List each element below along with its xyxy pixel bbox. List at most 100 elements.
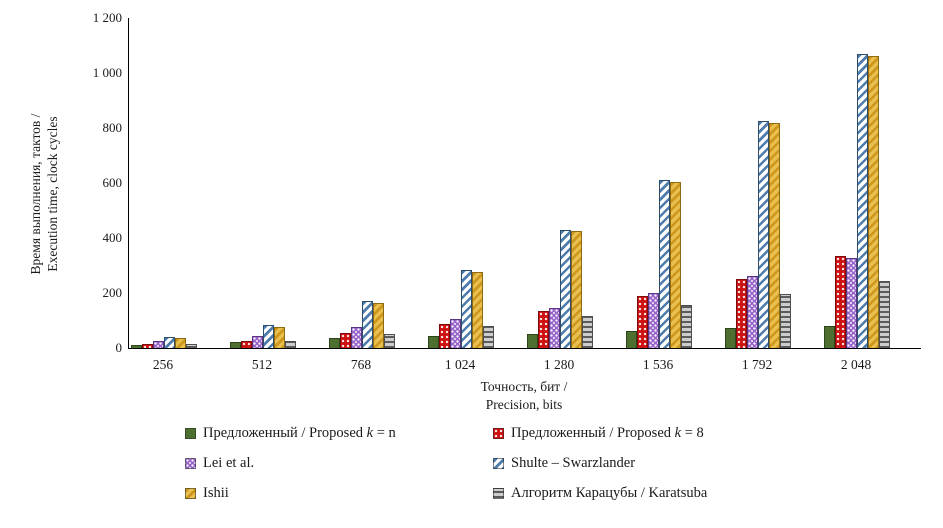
bar-proposed-k-8 bbox=[142, 344, 153, 348]
bar-ishii bbox=[175, 338, 186, 348]
legend-swatch-icon bbox=[493, 458, 504, 469]
bar-ishii bbox=[868, 56, 879, 348]
x-tick-label: 1 024 bbox=[444, 357, 476, 372]
legend-label-prefix: Ishii bbox=[203, 485, 229, 501]
x-tick-label: 768 bbox=[350, 357, 372, 372]
bar-proposed-k-8 bbox=[637, 296, 648, 348]
bar-group-1024 bbox=[428, 270, 494, 348]
x-tick-label: 2 048 bbox=[840, 357, 872, 372]
y-axis-title-line1: Время выполнения, тактов / bbox=[28, 113, 43, 275]
legend-label-prefix: Lei et al. bbox=[203, 455, 255, 471]
legend-item: Lei et al. bbox=[185, 455, 493, 472]
bar-group-1536 bbox=[626, 180, 692, 348]
x-axis-title-line1: Точность, бит / bbox=[480, 379, 568, 394]
legend-item: Shulte – Swarzlander bbox=[493, 455, 805, 472]
bar-lei-et-al bbox=[252, 336, 263, 348]
legend-label-italic: k bbox=[366, 425, 374, 441]
y-tick-label: 0 bbox=[115, 340, 123, 355]
legend-label-prefix: Алгоритм Карацубы / Karatsuba bbox=[511, 485, 708, 501]
bar-proposed-k-8 bbox=[538, 311, 549, 348]
bar-shulte-swarzlander bbox=[560, 230, 571, 348]
y-tick-label: 1 200 bbox=[92, 10, 122, 25]
legend-label-prefix: Предложенный / Proposed bbox=[511, 425, 675, 441]
bar-ishii bbox=[373, 303, 384, 348]
bar-group-256 bbox=[131, 337, 197, 348]
bar-shulte-swarzlander bbox=[659, 180, 670, 348]
bar-shulte-swarzlander bbox=[758, 121, 769, 348]
bar-proposed-k-n bbox=[428, 336, 439, 348]
bar-karatsuba bbox=[384, 334, 395, 348]
legend-label: Ishii bbox=[203, 485, 229, 502]
legend-label: Shulte – Swarzlander bbox=[511, 455, 635, 472]
bar-proposed-k-8 bbox=[439, 324, 450, 348]
bar-proposed-k-8 bbox=[835, 256, 846, 348]
legend-swatch-icon bbox=[185, 458, 196, 469]
bar-shulte-swarzlander bbox=[461, 270, 472, 348]
legend-item: Предложенный / Proposed k = n bbox=[185, 425, 493, 442]
x-tick-label: 512 bbox=[251, 357, 273, 372]
y-tick-label: 400 bbox=[102, 230, 123, 245]
bar-karatsuba bbox=[483, 326, 494, 348]
legend-swatch-icon bbox=[185, 428, 196, 439]
bar-shulte-swarzlander bbox=[263, 325, 274, 348]
y-tick-label: 200 bbox=[102, 285, 123, 300]
bar-ishii bbox=[571, 231, 582, 348]
bar-lei-et-al bbox=[549, 308, 560, 348]
bar-proposed-k-8 bbox=[241, 341, 252, 348]
bar-group-768 bbox=[329, 301, 395, 348]
bar-lei-et-al bbox=[351, 327, 362, 348]
legend-label-prefix: Предложенный / Proposed bbox=[203, 425, 367, 441]
plot-area bbox=[128, 18, 921, 349]
x-axis-title: Точность, бит / Precision, bits bbox=[344, 378, 704, 414]
bar-karatsuba bbox=[285, 341, 296, 348]
x-tick-label: 1 536 bbox=[642, 357, 674, 372]
bar-group-1792 bbox=[725, 121, 791, 348]
bar-proposed-k-n bbox=[230, 342, 241, 348]
bar-karatsuba bbox=[186, 344, 197, 348]
legend-label: Lei et al. bbox=[203, 455, 254, 472]
legend-label-suffix: = n bbox=[373, 425, 396, 441]
legend-label: Предложенный / Proposed k = 8 bbox=[511, 425, 704, 442]
bar-proposed-k-n bbox=[626, 331, 637, 348]
bar-lei-et-al bbox=[648, 293, 659, 348]
x-tick-label: 1 280 bbox=[543, 357, 575, 372]
bar-lei-et-al bbox=[153, 341, 164, 348]
bar-karatsuba bbox=[681, 305, 692, 348]
bar-proposed-k-n bbox=[131, 345, 142, 348]
bar-karatsuba bbox=[879, 281, 890, 348]
bar-group-2048 bbox=[824, 54, 890, 348]
bar-ishii bbox=[472, 272, 483, 348]
bar-shulte-swarzlander bbox=[857, 54, 868, 348]
y-tick-label: 800 bbox=[102, 120, 123, 135]
bar-karatsuba bbox=[780, 294, 791, 348]
bar-lei-et-al bbox=[450, 319, 461, 348]
bar-proposed-k-8 bbox=[736, 279, 747, 348]
x-axis-title-line2: Precision, bits bbox=[485, 397, 563, 412]
y-tick-label: 1 000 bbox=[92, 65, 122, 80]
bar-proposed-k-n bbox=[824, 326, 835, 348]
legend-swatch-icon bbox=[493, 488, 504, 499]
y-tick-label: 600 bbox=[102, 175, 123, 190]
legend-label-italic: k bbox=[674, 425, 682, 441]
bar-shulte-swarzlander bbox=[362, 301, 373, 348]
legend-item: Предложенный / Proposed k = 8 bbox=[493, 425, 805, 442]
bar-proposed-k-n bbox=[527, 334, 538, 348]
legend-label: Предложенный / Proposed k = n bbox=[203, 425, 396, 442]
bar-shulte-swarzlander bbox=[164, 337, 175, 348]
legend-label: Алгоритм Карацубы / Karatsuba bbox=[511, 485, 707, 502]
legend-label-prefix: Shulte – Swarzlander bbox=[511, 455, 636, 471]
legend-swatch-icon bbox=[185, 488, 196, 499]
y-axis-title: Время выполнения, тактов / Execution tim… bbox=[27, 29, 63, 359]
bar-ishii bbox=[274, 327, 285, 348]
bar-ishii bbox=[670, 182, 681, 348]
x-tick-label: 256 bbox=[152, 357, 174, 372]
bar-lei-et-al bbox=[747, 276, 758, 348]
y-axis-title-line2: Execution time, clock cycles bbox=[45, 116, 60, 272]
legend-swatch-icon bbox=[493, 428, 504, 439]
legend-label-suffix: = 8 bbox=[681, 425, 704, 441]
bar-proposed-k-n bbox=[329, 338, 340, 348]
legend-item: Ishii bbox=[185, 485, 493, 502]
legend-item: Алгоритм Карацубы / Karatsuba bbox=[493, 485, 805, 502]
bar-group-1280 bbox=[527, 230, 593, 348]
